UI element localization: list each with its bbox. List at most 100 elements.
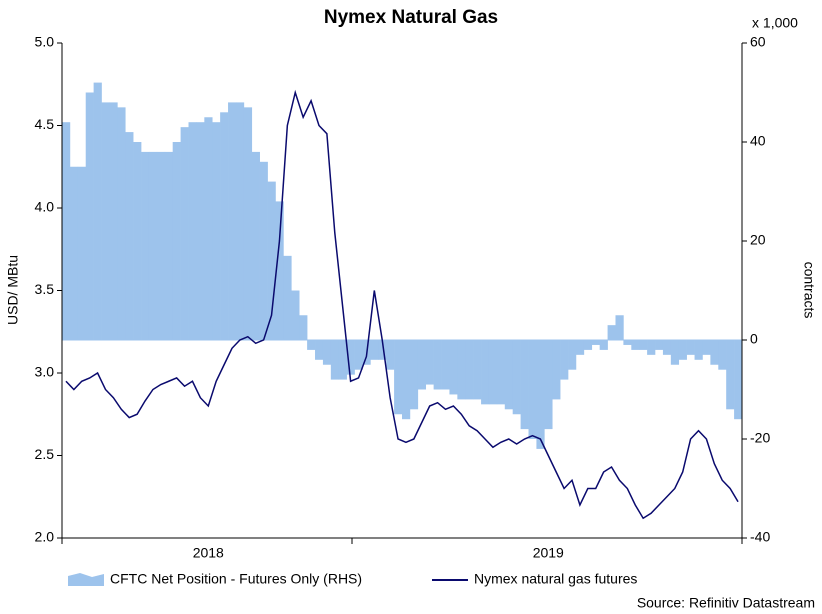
bar <box>488 340 498 405</box>
bar <box>639 340 648 350</box>
bar <box>148 151 158 340</box>
bar <box>655 340 664 350</box>
bar <box>433 340 442 390</box>
bar <box>164 151 173 340</box>
bar <box>520 340 529 430</box>
bar <box>307 340 316 350</box>
bar <box>718 340 727 370</box>
bar <box>465 340 474 400</box>
bar <box>702 340 711 355</box>
y2-tick-label: 20 <box>750 232 766 248</box>
bar <box>62 122 71 340</box>
bar <box>473 340 482 400</box>
bar <box>172 142 181 340</box>
legend-swatch <box>68 573 104 586</box>
bar <box>77 166 87 340</box>
bar <box>220 112 229 340</box>
bar <box>402 340 411 420</box>
bar <box>528 340 537 439</box>
bar <box>93 82 102 340</box>
bar <box>496 340 506 405</box>
bar <box>607 325 616 340</box>
bar <box>125 132 134 340</box>
y-tick-label: 2.0 <box>35 529 55 545</box>
bar <box>552 340 561 400</box>
bar <box>694 340 703 360</box>
bar <box>449 340 458 395</box>
y2-tick-label: 40 <box>750 133 766 149</box>
y2-tick-label: -20 <box>750 430 770 446</box>
bar <box>512 340 521 415</box>
line-series <box>65 89 739 520</box>
y-tick-label: 3.0 <box>35 364 55 380</box>
y2-tick-label: 0 <box>750 331 758 347</box>
bar <box>267 181 276 340</box>
bar <box>109 102 118 341</box>
bar <box>212 122 221 340</box>
bar <box>417 340 427 390</box>
bar <box>251 151 260 340</box>
legend-label: Nymex natural gas futures <box>474 571 637 587</box>
bar <box>583 340 593 350</box>
bar <box>101 102 110 341</box>
bar <box>133 142 142 340</box>
bar <box>235 102 245 341</box>
bar <box>117 107 126 340</box>
bar <box>315 340 324 360</box>
bar <box>378 340 387 360</box>
bar <box>228 102 237 341</box>
bar <box>180 127 189 341</box>
bar <box>283 255 292 340</box>
y2-tick-label: 60 <box>750 34 766 50</box>
y-tick-label: 2.5 <box>35 446 55 462</box>
bar <box>536 340 545 449</box>
y-tick-label: 3.5 <box>35 281 55 297</box>
bar <box>188 122 197 340</box>
bar <box>425 340 434 385</box>
bar <box>544 340 553 430</box>
bar <box>623 340 632 345</box>
source: Source: Refinitiv Datastream <box>637 595 815 611</box>
bar <box>599 340 608 350</box>
bar <box>734 340 743 420</box>
bar <box>394 340 403 415</box>
y2-axis-label: contracts <box>801 262 817 319</box>
bar <box>275 201 284 340</box>
bar <box>457 340 466 400</box>
bar <box>69 166 79 340</box>
bar <box>726 340 735 410</box>
bar <box>441 340 450 390</box>
bar <box>710 340 719 365</box>
bar <box>560 340 569 380</box>
legend-label: CFTC Net Position - Futures Only (RHS) <box>110 571 362 587</box>
x-tick-label: 2018 <box>193 545 224 561</box>
bar <box>291 290 300 340</box>
bar <box>354 340 363 370</box>
bar <box>670 340 680 365</box>
bar <box>85 92 94 340</box>
bar <box>370 340 379 360</box>
bar <box>647 340 656 355</box>
bar <box>330 340 340 380</box>
bar <box>156 151 166 340</box>
bar <box>678 340 687 360</box>
chart-title: Nymex Natural Gas <box>324 7 498 28</box>
bar <box>591 340 600 345</box>
y-axis-label: USD/ MBtu <box>5 255 21 325</box>
bar <box>409 340 419 410</box>
bar <box>141 151 150 340</box>
bar <box>662 340 672 355</box>
bar <box>686 340 695 355</box>
bar <box>615 315 624 340</box>
bar <box>631 340 640 350</box>
bar <box>243 107 253 340</box>
bar <box>259 161 268 340</box>
y2-tick-label: -40 <box>750 529 770 545</box>
y-tick-label: 4.0 <box>35 199 55 215</box>
bar <box>504 340 513 410</box>
x-tick-label: 2019 <box>533 545 564 561</box>
y-tick-label: 5.0 <box>35 34 55 50</box>
bar <box>346 340 355 375</box>
bar <box>481 340 490 405</box>
